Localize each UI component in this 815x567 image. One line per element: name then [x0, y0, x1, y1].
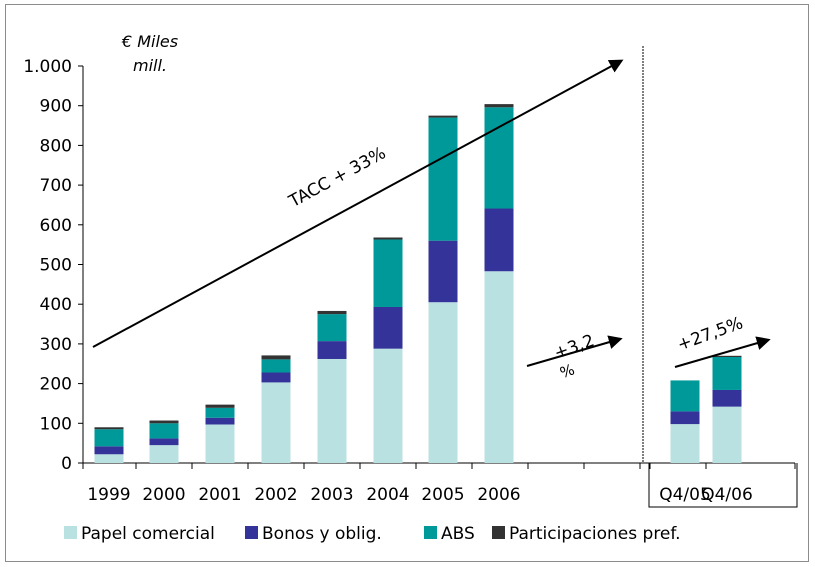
- bar-segment: [484, 271, 514, 463]
- x-tick-label: 1999: [87, 485, 130, 505]
- bar-segment: [317, 358, 347, 463]
- y-tick-label: 200: [40, 375, 72, 395]
- growth-q4-arrow: [674, 336, 771, 368]
- bar-segment: [205, 424, 235, 463]
- growth-2006-arrow: [526, 335, 623, 367]
- bar-segment: [373, 348, 403, 463]
- quarterly-category-box: [648, 463, 798, 508]
- x-tick-label: 2003: [310, 485, 353, 505]
- legend-swatch: [424, 526, 437, 539]
- bar-segment: [94, 454, 124, 463]
- y-axis-title-line2: mill.: [133, 56, 167, 75]
- bar-segment: [261, 372, 291, 383]
- x-tick-label: Q4/05: [659, 485, 711, 505]
- bar-segment: [149, 420, 179, 424]
- legend-swatch: [492, 526, 505, 539]
- y-axis-title-line1: € Miles: [121, 32, 178, 51]
- bar-segment: [712, 357, 742, 390]
- bar-segment: [149, 445, 179, 463]
- x-tick-label: 2005: [421, 485, 464, 505]
- bar-segment: [205, 407, 235, 418]
- bars-group: [94, 104, 742, 463]
- x-axis: 1999 2000 2001 2002 2003 2004 2005 2006 Q4/05Q4/…: [82, 463, 796, 505]
- bar-segment: [670, 424, 700, 463]
- bar-segment: [149, 438, 179, 446]
- bar-segment: [484, 107, 514, 209]
- y-tick-label: 0: [61, 454, 72, 474]
- y-tick-label: 600: [40, 216, 72, 236]
- bar-segment: [373, 306, 403, 349]
- bar-segment: [712, 406, 742, 463]
- bar-segment: [428, 302, 458, 463]
- bar-segment: [373, 239, 403, 307]
- x-tick-label: 2000: [142, 485, 185, 505]
- y-tick-label: 800: [40, 136, 72, 156]
- bar-segment: [670, 411, 700, 425]
- y-tick-label: 100: [40, 414, 72, 434]
- bar-segment: [94, 446, 124, 455]
- x-tick-label: 2004: [366, 485, 409, 505]
- bar-segment: [94, 427, 124, 430]
- legend-label: Participaciones pref.: [509, 524, 681, 544]
- bar-segment: [712, 355, 742, 358]
- legend-label: Bonos y oblig.: [262, 524, 382, 544]
- growth-2006-label: +3,2: [551, 331, 597, 364]
- bar-segment: [317, 310, 347, 315]
- legend-swatch: [245, 526, 258, 539]
- y-axis: 0 100 200 300 400 500 600 700 800 900 1.000: [23, 57, 83, 474]
- bar-segment: [712, 389, 742, 407]
- bar-segment: [484, 104, 514, 108]
- y-tick-label: 400: [40, 295, 72, 315]
- y-tick-label: 900: [40, 97, 72, 117]
- legend: Papel comercial Bonos y oblig. ABS Particip…: [64, 524, 681, 544]
- bar-segment: [261, 382, 291, 463]
- bar-segment: [261, 359, 291, 373]
- bar-segment: [205, 404, 235, 408]
- bar-segment: [670, 380, 700, 412]
- tacc-label: TACC + 33%: [285, 143, 389, 212]
- x-tick-label: 2001: [198, 485, 241, 505]
- legend-label: ABS: [441, 524, 475, 544]
- y-tick-label: 300: [40, 335, 72, 355]
- legend-label: Papel comercial: [81, 524, 215, 544]
- y-tick-label: 700: [40, 176, 72, 196]
- chart-frame: [5, 4, 809, 562]
- bar-segment: [428, 115, 458, 118]
- x-tick-label: Q4/06: [701, 485, 753, 505]
- bar-segment: [428, 240, 458, 303]
- y-tick-label: 500: [40, 256, 72, 276]
- bar-segment: [317, 314, 347, 342]
- bar-segment: [149, 423, 179, 439]
- bar-segment: [205, 417, 235, 425]
- bar-segment: [261, 355, 291, 360]
- growth-2006-label-percent: %: [558, 360, 578, 382]
- bar-segment: [428, 117, 458, 241]
- tacc-arrow: [92, 59, 624, 348]
- legend-swatch: [64, 526, 77, 539]
- x-tick-label: 2006: [477, 485, 520, 505]
- x-tick-label: 2002: [254, 485, 297, 505]
- bar-segment: [94, 429, 124, 447]
- y-tick-label: 1.000: [23, 57, 72, 77]
- bar-segment: [317, 341, 347, 359]
- bar-segment: [484, 208, 514, 272]
- bar-segment: [373, 237, 403, 240]
